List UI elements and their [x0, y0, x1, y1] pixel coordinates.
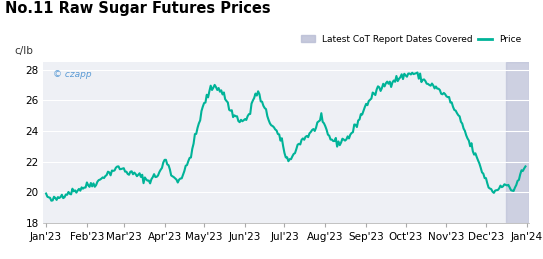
Text: © czapp: © czapp [53, 70, 92, 79]
Text: No.11 Raw Sugar Futures Prices: No.11 Raw Sugar Futures Prices [5, 1, 271, 16]
Legend: Latest CoT Report Dates Covered, Price: Latest CoT Report Dates Covered, Price [298, 31, 525, 48]
Text: c/lb: c/lb [14, 46, 33, 56]
Bar [506, 62, 529, 223]
